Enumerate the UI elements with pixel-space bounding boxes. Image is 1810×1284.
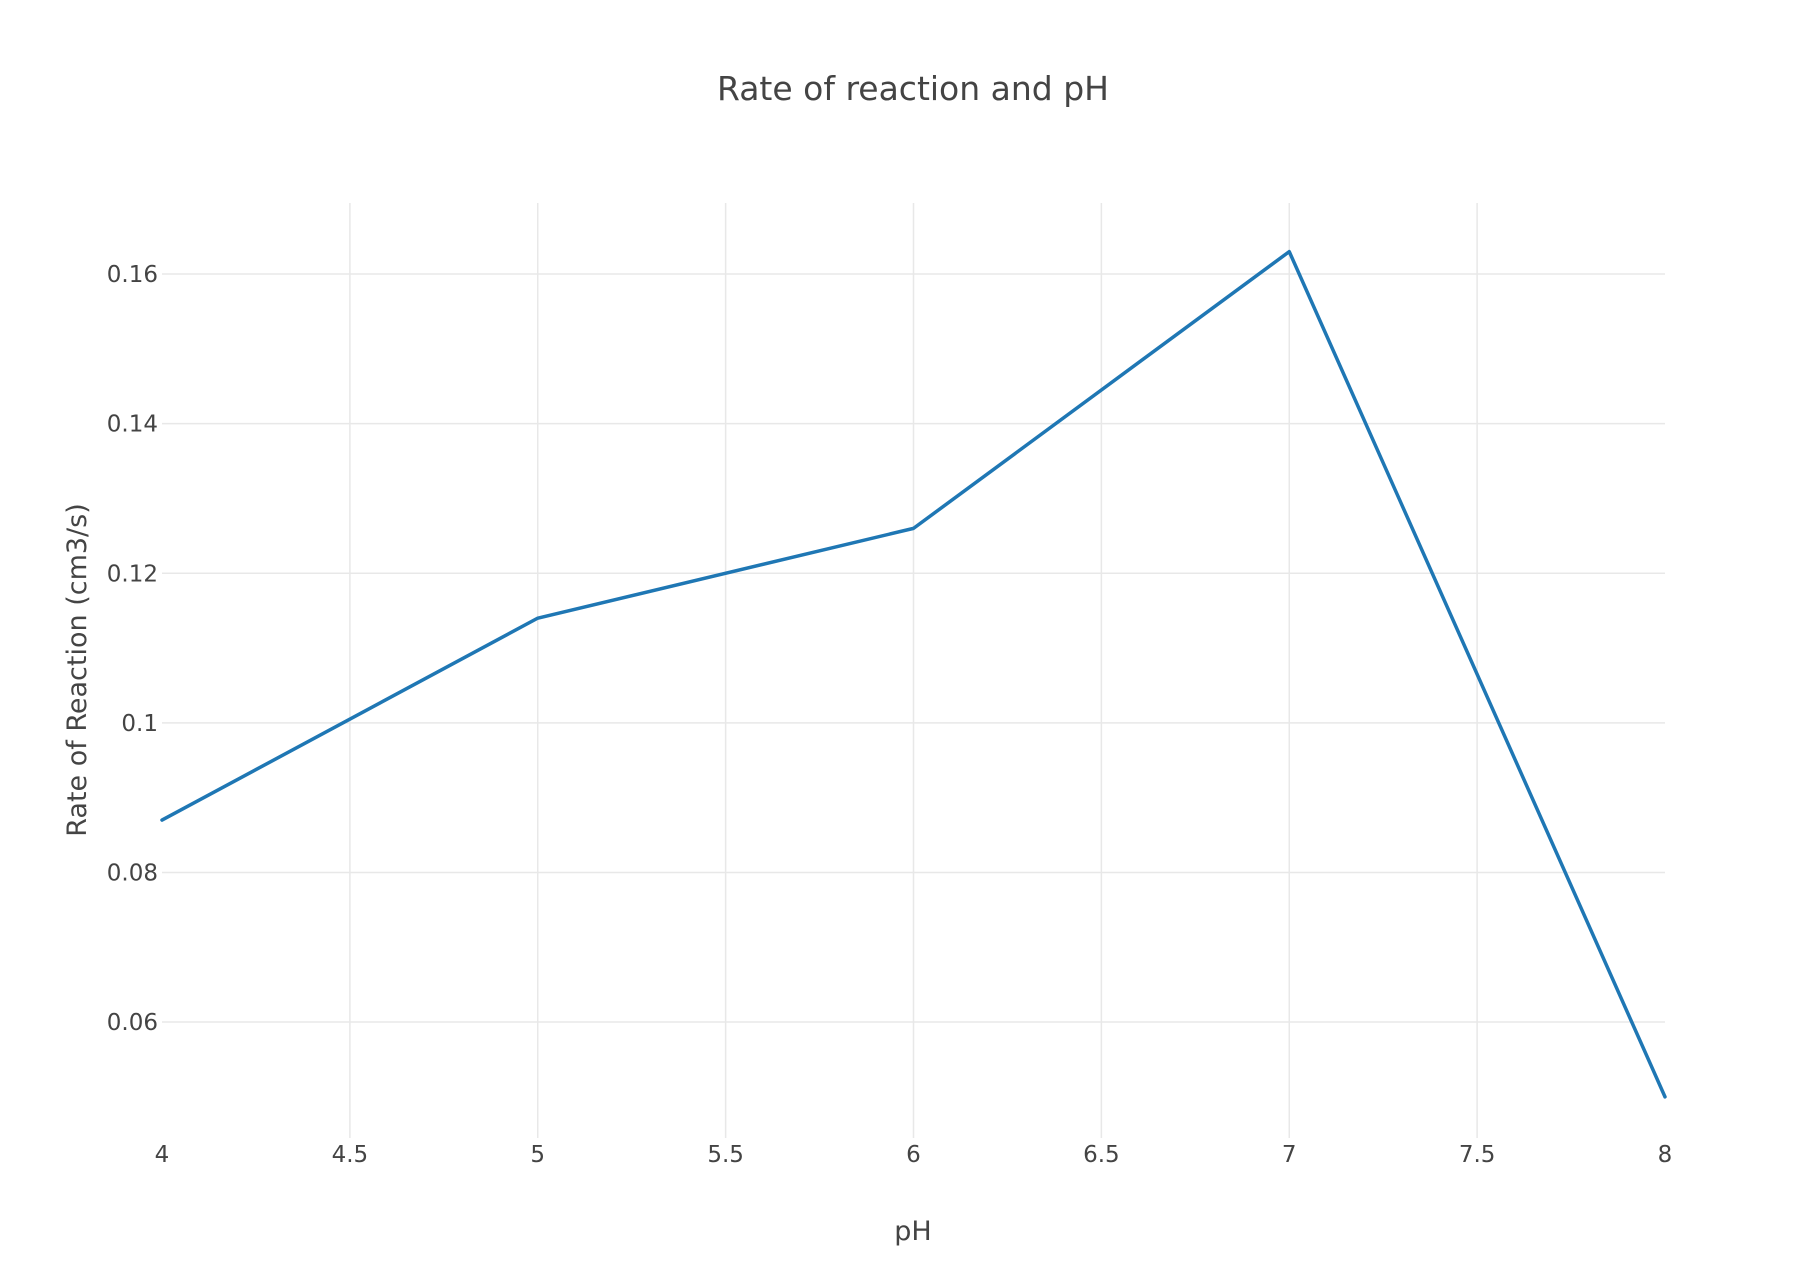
x-tick-label: 5	[530, 1142, 545, 1168]
y-tick-label: 0.16	[107, 262, 158, 288]
y-tick-label: 0.08	[107, 860, 158, 886]
x-tick-label: 5.5	[707, 1142, 744, 1168]
y-tick-label: 0.06	[107, 1010, 158, 1036]
grid-lines	[162, 203, 1665, 1138]
x-tick-label: 7.5	[1459, 1142, 1496, 1168]
x-tick-label: 7	[1282, 1142, 1297, 1168]
y-axis-title: Rate of Reaction (cm3/s)	[62, 503, 93, 837]
x-tick-label: 4.5	[332, 1142, 369, 1168]
y-axis-ticks: 0.06 0.08 0.1 0.12 0.14 0.16	[107, 262, 158, 1036]
series-layer	[160, 249, 1667, 1099]
x-tick-label: 4	[155, 1142, 170, 1168]
x-tick-label: 6	[906, 1142, 921, 1168]
y-tick-label: 0.1	[121, 711, 158, 737]
x-tick-label: 6.5	[1083, 1142, 1120, 1168]
x-tick-label: 8	[1658, 1142, 1673, 1168]
series-line	[160, 249, 1667, 1099]
chart-title: Rate of reaction and pH	[717, 69, 1109, 108]
y-tick-label: 0.14	[107, 412, 158, 438]
y-tick-label: 0.12	[107, 561, 158, 587]
x-axis-ticks: 4 4.5 5 5.5 6 6.5 7 7.5 8	[155, 1142, 1673, 1168]
x-axis-title: pH	[894, 1216, 931, 1247]
